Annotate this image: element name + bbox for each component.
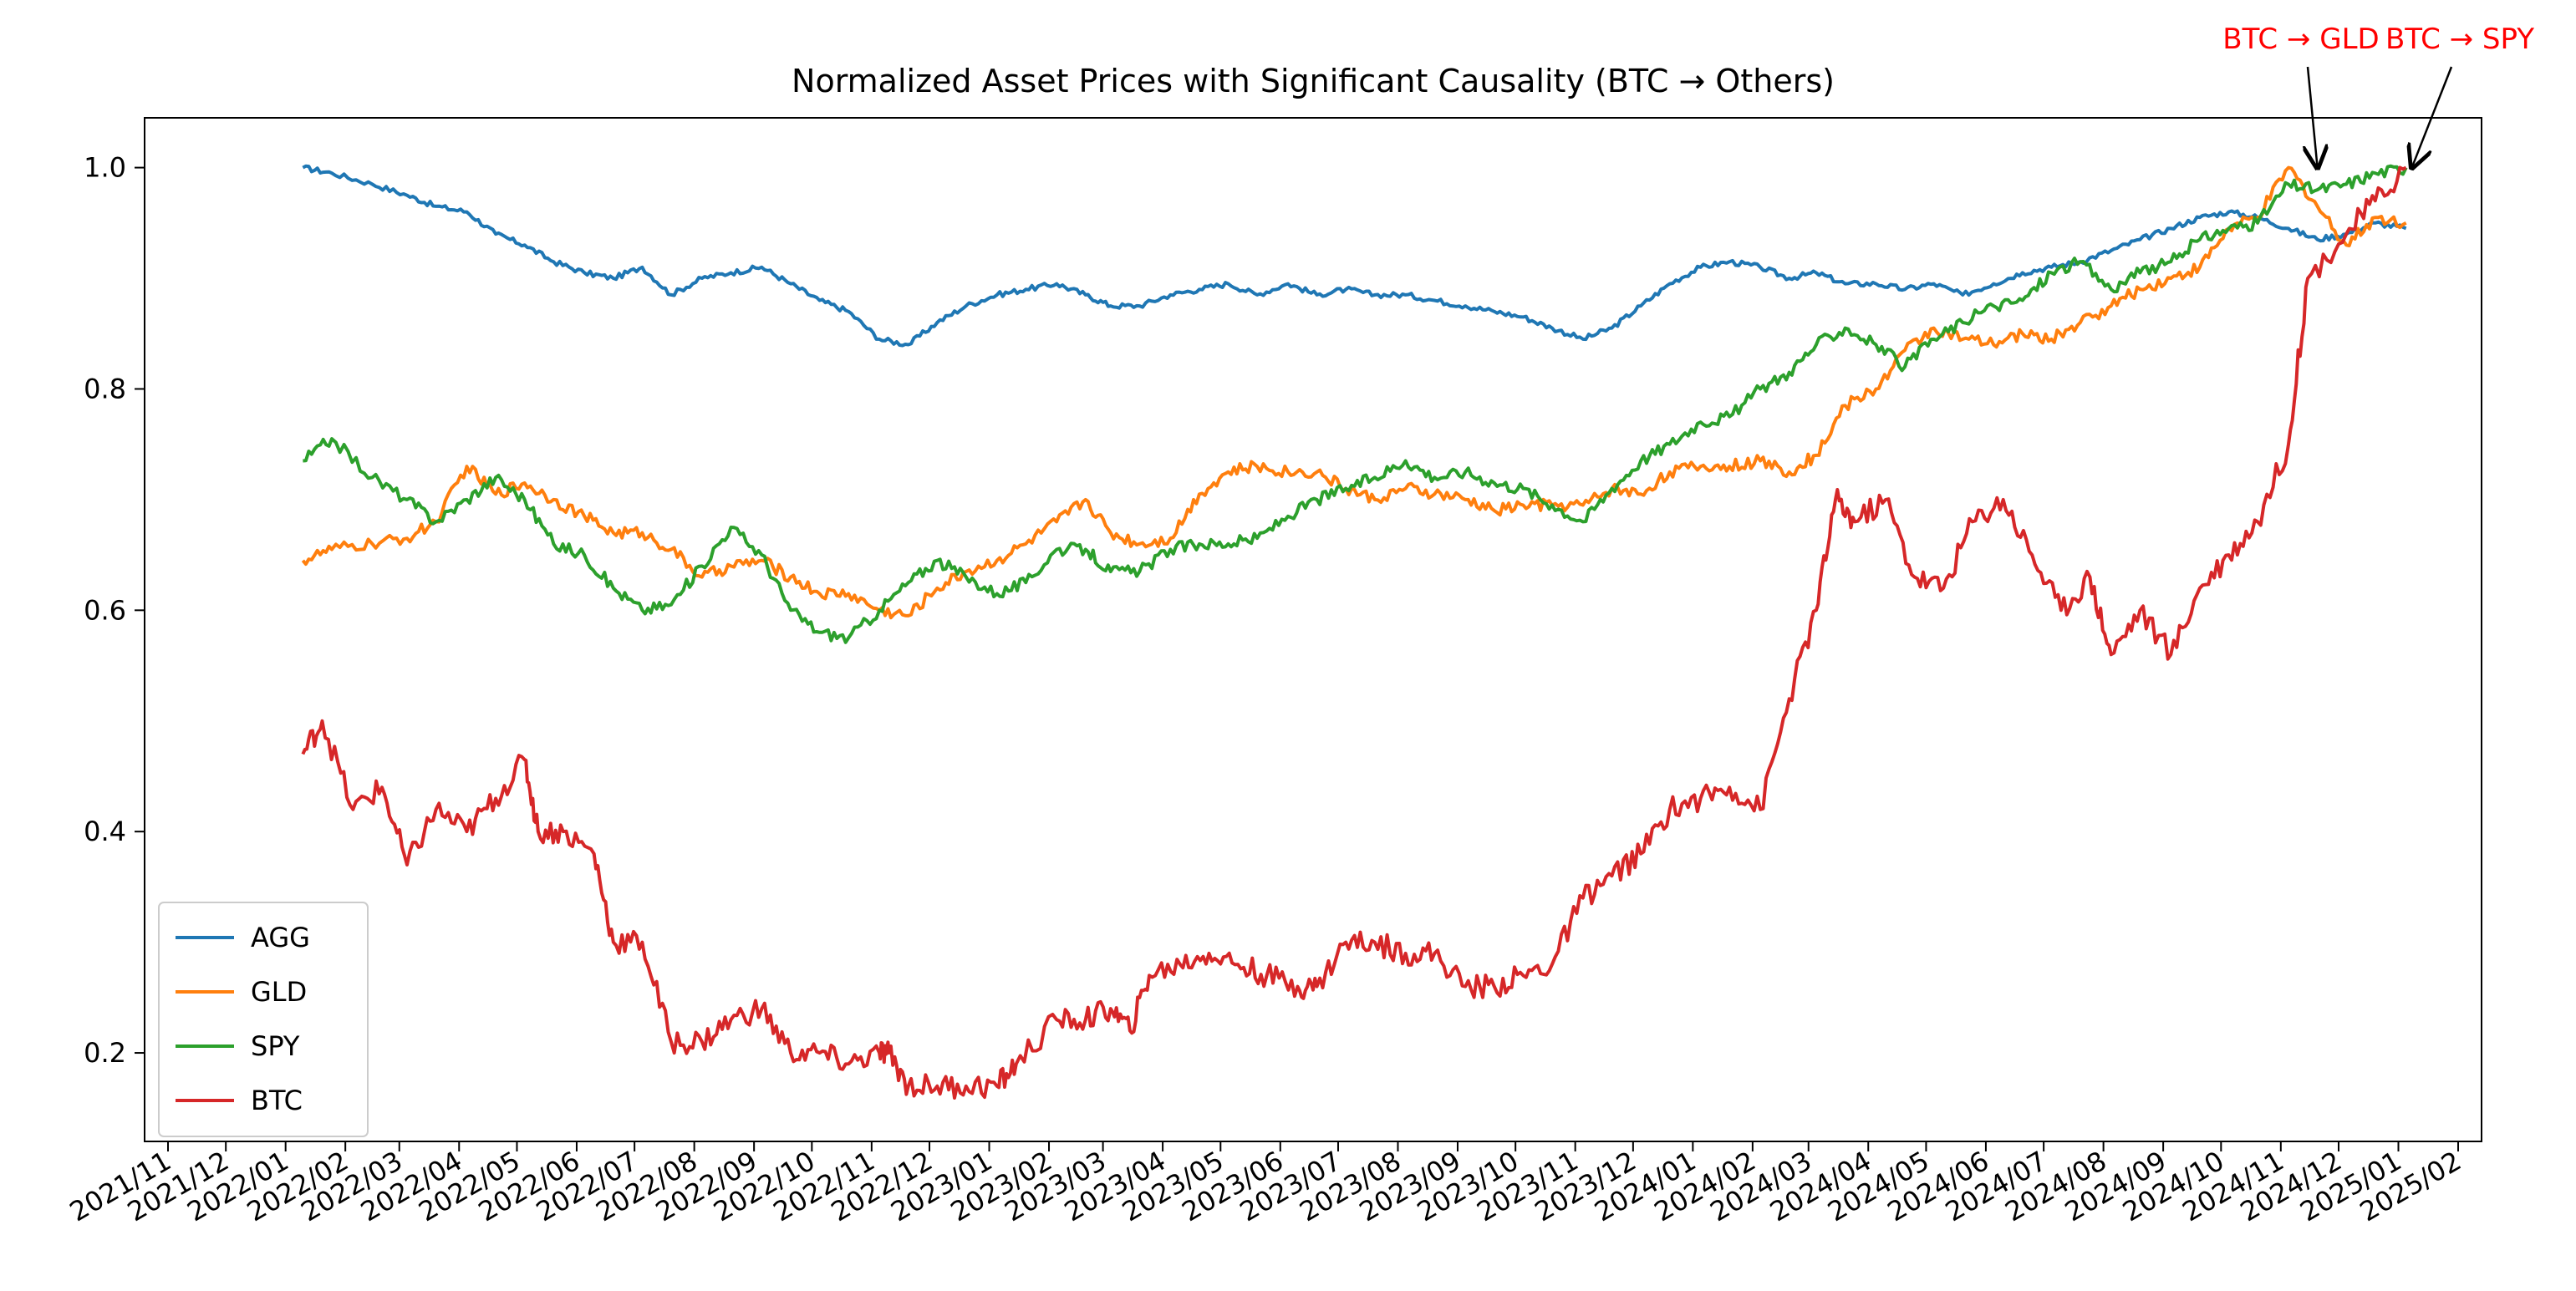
- plot-frame: [144, 117, 2482, 1142]
- annotation-arrow: [2308, 66, 2318, 168]
- y-tick-label: 1.0: [84, 152, 126, 184]
- legend-box: [158, 902, 369, 1137]
- y-axis: 0.2 0.4 0.6 0.8 1.0: [84, 152, 145, 1069]
- y-tick-label: 0.6: [84, 594, 126, 626]
- legend-label: AGG: [251, 922, 310, 953]
- legend-label: BTC: [251, 1085, 303, 1116]
- series-line-btc: [301, 165, 2407, 1100]
- y-tick-label: 0.2: [84, 1037, 126, 1069]
- legend-label: SPY: [251, 1030, 300, 1062]
- y-tick-label: 0.4: [84, 816, 126, 847]
- x-axis: 2021/112021/122022/012022/022022/032022/…: [64, 1141, 2467, 1227]
- series-line-gld: [301, 165, 2407, 620]
- series-line-spy: [303, 164, 2408, 644]
- annotation-label: BTC → GLD: [2222, 23, 2379, 56]
- legend: AGG GLD SPY BTC: [158, 902, 369, 1137]
- legend-label: GLD: [251, 976, 307, 1008]
- chart-title: Normalized Asset Prices with Significant…: [792, 63, 1835, 99]
- annotations: BTC → GLD BTC → SPY: [2222, 23, 2534, 168]
- series-layer: [301, 164, 2408, 1100]
- series-line-agg: [302, 164, 2407, 348]
- y-tick-label: 0.8: [84, 373, 126, 404]
- annotation-arrow: [2412, 66, 2453, 168]
- annotation-label: BTC → SPY: [2385, 23, 2534, 56]
